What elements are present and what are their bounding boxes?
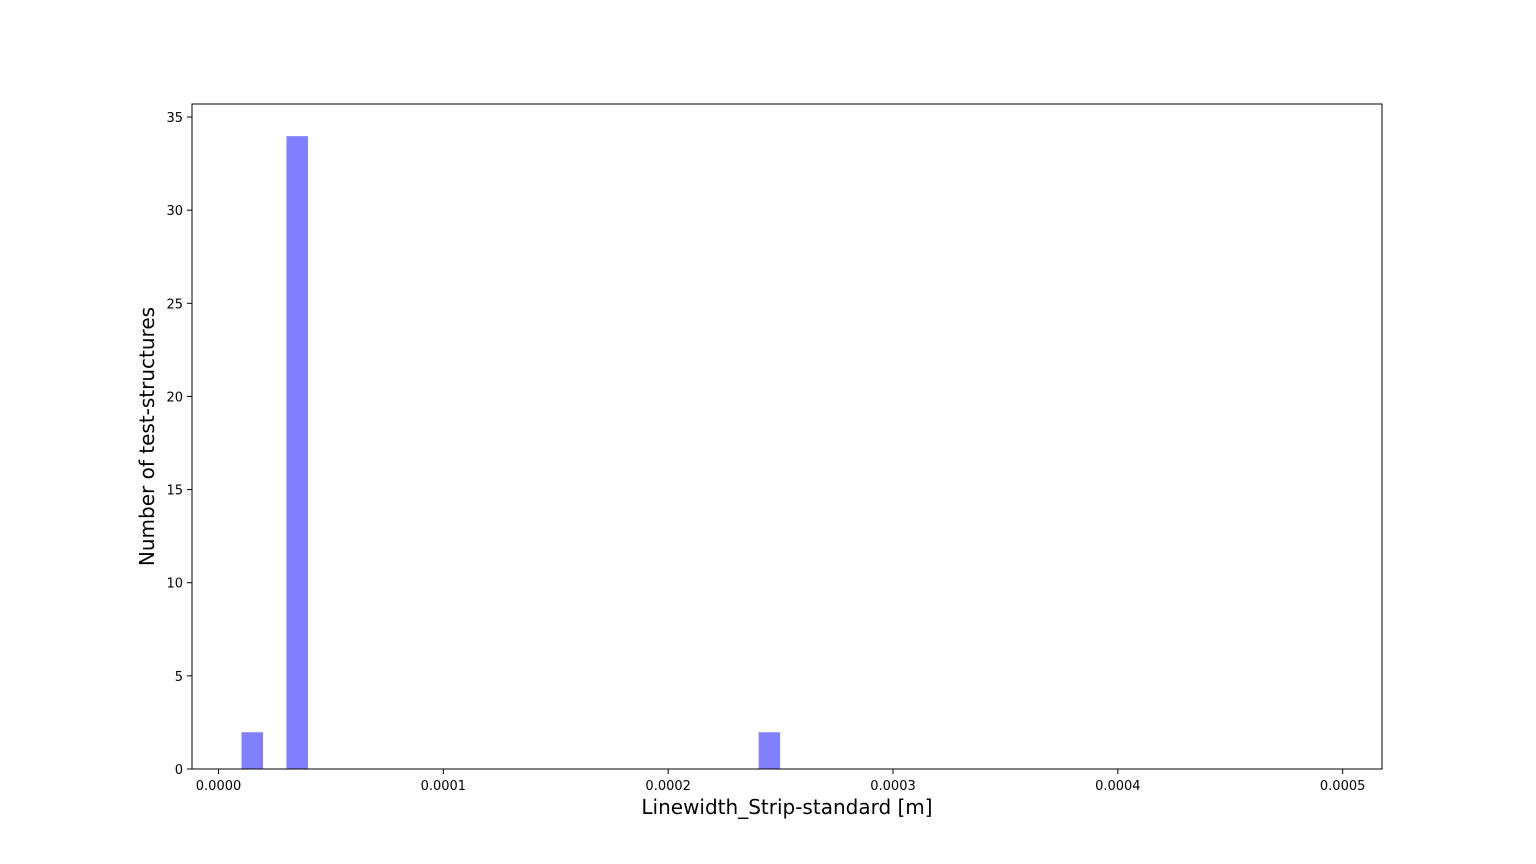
y-tick-label-6: 30 xyxy=(166,204,183,219)
bars-layer xyxy=(240,135,782,770)
histogram-bar-1 xyxy=(285,135,309,770)
y-axis-label: Number of test-structures xyxy=(135,307,159,566)
x-tick-label-1: 0.0001 xyxy=(421,779,467,794)
y-tick-label-7: 35 xyxy=(166,111,183,126)
x-tick-label-0: 0.0000 xyxy=(196,779,242,794)
histogram-bar-0 xyxy=(240,731,264,770)
y-tick-label-3: 15 xyxy=(166,484,183,499)
x-tick-label-5: 0.0005 xyxy=(1320,779,1366,794)
histogram-bar-2 xyxy=(757,731,782,770)
y-tick-label-0: 0 xyxy=(175,763,183,778)
x-tick-label-3: 0.0003 xyxy=(870,779,916,794)
y-tick-label-4: 20 xyxy=(166,390,183,405)
plot-frame xyxy=(191,103,1383,770)
x-tick-label-4: 0.0004 xyxy=(1095,779,1141,794)
x-tick-label-2: 0.0002 xyxy=(645,779,691,794)
y-tick-label-1: 5 xyxy=(175,670,183,685)
x-axis-label: Linewidth_Strip-standard [m] xyxy=(641,795,932,819)
x-axis-ticks: 0.0000 0.0001 0.0002 0.0003 0.0004 0.0005 xyxy=(196,769,1366,794)
y-tick-label-5: 25 xyxy=(166,297,183,312)
y-tick-label-2: 10 xyxy=(166,577,183,592)
y-axis-ticks: 0 5 10 15 20 25 30 35 xyxy=(166,111,192,778)
